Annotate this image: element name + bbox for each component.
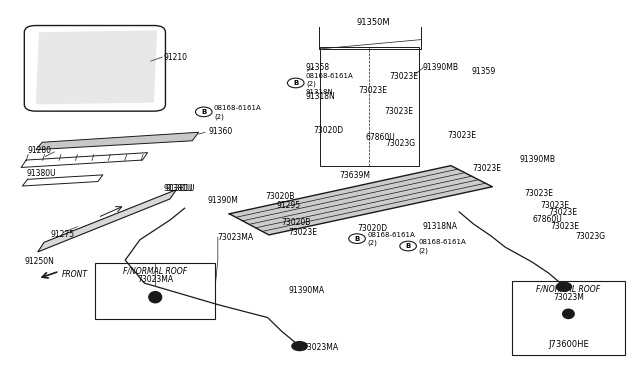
- Text: 91210: 91210: [164, 52, 188, 61]
- Text: 91380U: 91380U: [26, 169, 56, 178]
- Text: 73023MA: 73023MA: [218, 232, 254, 242]
- Text: 08168-6161A: 08168-6161A: [306, 73, 354, 78]
- Text: B: B: [201, 109, 206, 115]
- Text: 91390MA: 91390MA: [288, 286, 324, 295]
- Text: 67860U: 67860U: [366, 132, 396, 142]
- Text: 91295: 91295: [276, 201, 301, 210]
- Text: (2): (2): [306, 80, 316, 87]
- Polygon shape: [36, 132, 198, 150]
- Text: 91381U: 91381U: [164, 184, 193, 193]
- Text: 91280: 91280: [28, 146, 51, 155]
- Text: (2): (2): [214, 113, 224, 119]
- Text: 91381U: 91381U: [166, 184, 195, 193]
- Text: 73023E: 73023E: [288, 228, 317, 237]
- Text: 91318NA: 91318NA: [422, 221, 457, 231]
- Text: 73020D: 73020D: [357, 224, 387, 233]
- Text: 91359: 91359: [472, 67, 496, 76]
- Text: 73023M: 73023M: [553, 294, 584, 302]
- Text: 67860U: 67860U: [532, 215, 562, 224]
- Text: F/NORMAL ROOF: F/NORMAL ROOF: [536, 285, 600, 294]
- Text: 91250N: 91250N: [25, 257, 55, 266]
- Bar: [95, 263, 215, 320]
- Text: 91390M: 91390M: [207, 196, 238, 205]
- Text: 73023E: 73023E: [548, 208, 578, 217]
- Text: 73023E: 73023E: [524, 189, 554, 198]
- Text: 73023E: 73023E: [358, 86, 387, 95]
- Ellipse shape: [563, 309, 574, 318]
- Bar: [320, 47, 419, 166]
- Text: 91360: 91360: [208, 126, 232, 136]
- Text: 91390MB: 91390MB: [422, 63, 458, 72]
- Circle shape: [556, 282, 572, 291]
- Text: 73023E: 73023E: [389, 72, 418, 81]
- Text: 73023MA: 73023MA: [303, 343, 339, 352]
- Polygon shape: [38, 190, 176, 252]
- Text: 73023E: 73023E: [550, 221, 579, 231]
- Text: 73023G: 73023G: [385, 139, 415, 148]
- Text: 73023E: 73023E: [472, 164, 501, 173]
- Text: 91275: 91275: [51, 230, 75, 239]
- Text: 73020B: 73020B: [282, 218, 311, 227]
- Text: 91318N: 91318N: [306, 89, 333, 95]
- Text: B: B: [293, 80, 298, 86]
- Text: B: B: [355, 235, 360, 242]
- Text: 91358: 91358: [306, 63, 330, 72]
- Text: 73023E: 73023E: [384, 108, 413, 116]
- Text: F/NORMAL ROOF: F/NORMAL ROOF: [123, 266, 188, 275]
- Text: 73023E: 73023E: [540, 201, 570, 210]
- Text: (2): (2): [367, 240, 377, 246]
- Ellipse shape: [149, 292, 162, 303]
- Polygon shape: [229, 166, 492, 235]
- Text: 73023MA: 73023MA: [137, 275, 173, 284]
- Text: J73600HE: J73600HE: [548, 340, 589, 349]
- Text: 73023E: 73023E: [448, 131, 477, 141]
- Text: 91390MB: 91390MB: [519, 155, 556, 164]
- Polygon shape: [36, 31, 157, 105]
- Text: 08168-6161A: 08168-6161A: [214, 105, 262, 111]
- Text: 91318N: 91318N: [306, 92, 336, 101]
- Text: 08168-6161A: 08168-6161A: [367, 232, 415, 238]
- Text: 73023G: 73023G: [575, 231, 605, 241]
- Text: 91350M: 91350M: [356, 19, 390, 28]
- Text: (2): (2): [419, 247, 428, 254]
- Text: FRONT: FRONT: [62, 270, 88, 279]
- Text: 73020D: 73020D: [314, 126, 344, 135]
- Text: 73020B: 73020B: [266, 192, 295, 201]
- Text: 08168-6161A: 08168-6161A: [419, 239, 466, 245]
- Text: B: B: [406, 243, 411, 249]
- Circle shape: [292, 341, 307, 350]
- Bar: [511, 280, 625, 355]
- Text: 73639M: 73639M: [339, 171, 370, 180]
